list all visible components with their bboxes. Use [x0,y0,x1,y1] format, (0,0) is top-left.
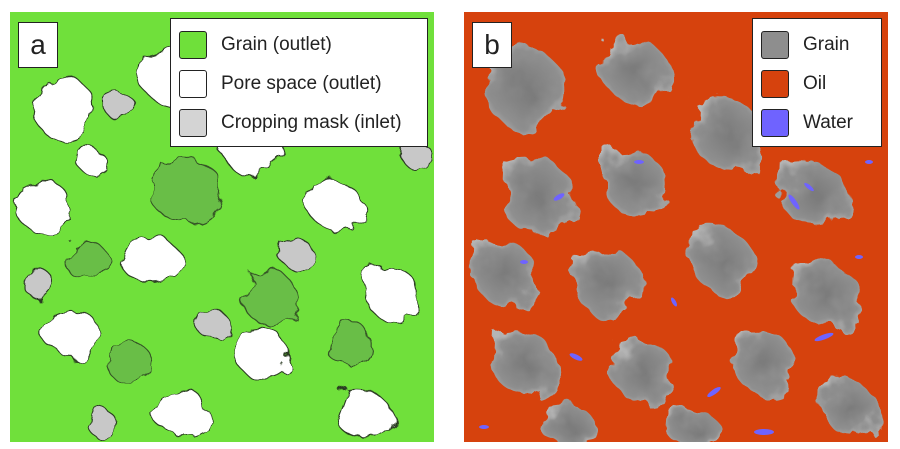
legend-swatch-cropping-mask-inlet [179,108,207,137]
legend-item-grain-outlet: Grain (outlet) [179,25,417,64]
legend-swatch-pore-space-outlet [179,69,207,98]
legend-label-grain: Grain [803,33,850,55]
legend-swatch-oil [761,69,789,98]
legend-swatch-water [761,108,789,137]
panel-b-label: b [472,22,512,68]
legend-label-pore-space-outlet: Pore space (outlet) [221,72,382,94]
legend-label-grain-outlet: Grain (outlet) [221,33,332,55]
legend-label-water: Water [803,111,853,133]
panel-b-legend: Grain Oil Water [752,18,882,147]
legend-item-pore-space-outlet: Pore space (outlet) [179,64,417,103]
water-droplets [479,130,873,435]
legend-swatch-grain-outlet [179,30,207,59]
legend-swatch-grain [761,30,789,59]
panel-a-micrograph: a Grain (outlet) Pore space (outlet) Cro… [10,12,434,442]
panel-b-micrograph: b Grain Oil Water [464,12,888,442]
panel-a-legend: Grain (outlet) Pore space (outlet) Cropp… [170,18,428,147]
legend-item-cropping-mask-inlet: Cropping mask (inlet) [179,103,417,142]
legend-item-oil: Oil [761,64,871,103]
panel-b-phase-map [464,12,888,442]
legend-item-water: Water [761,103,871,142]
legend-label-cropping-mask-inlet: Cropping mask (inlet) [221,111,402,133]
panel-a-label: a [18,22,58,68]
legend-item-grain: Grain [761,25,871,64]
legend-label-oil: Oil [803,72,827,94]
